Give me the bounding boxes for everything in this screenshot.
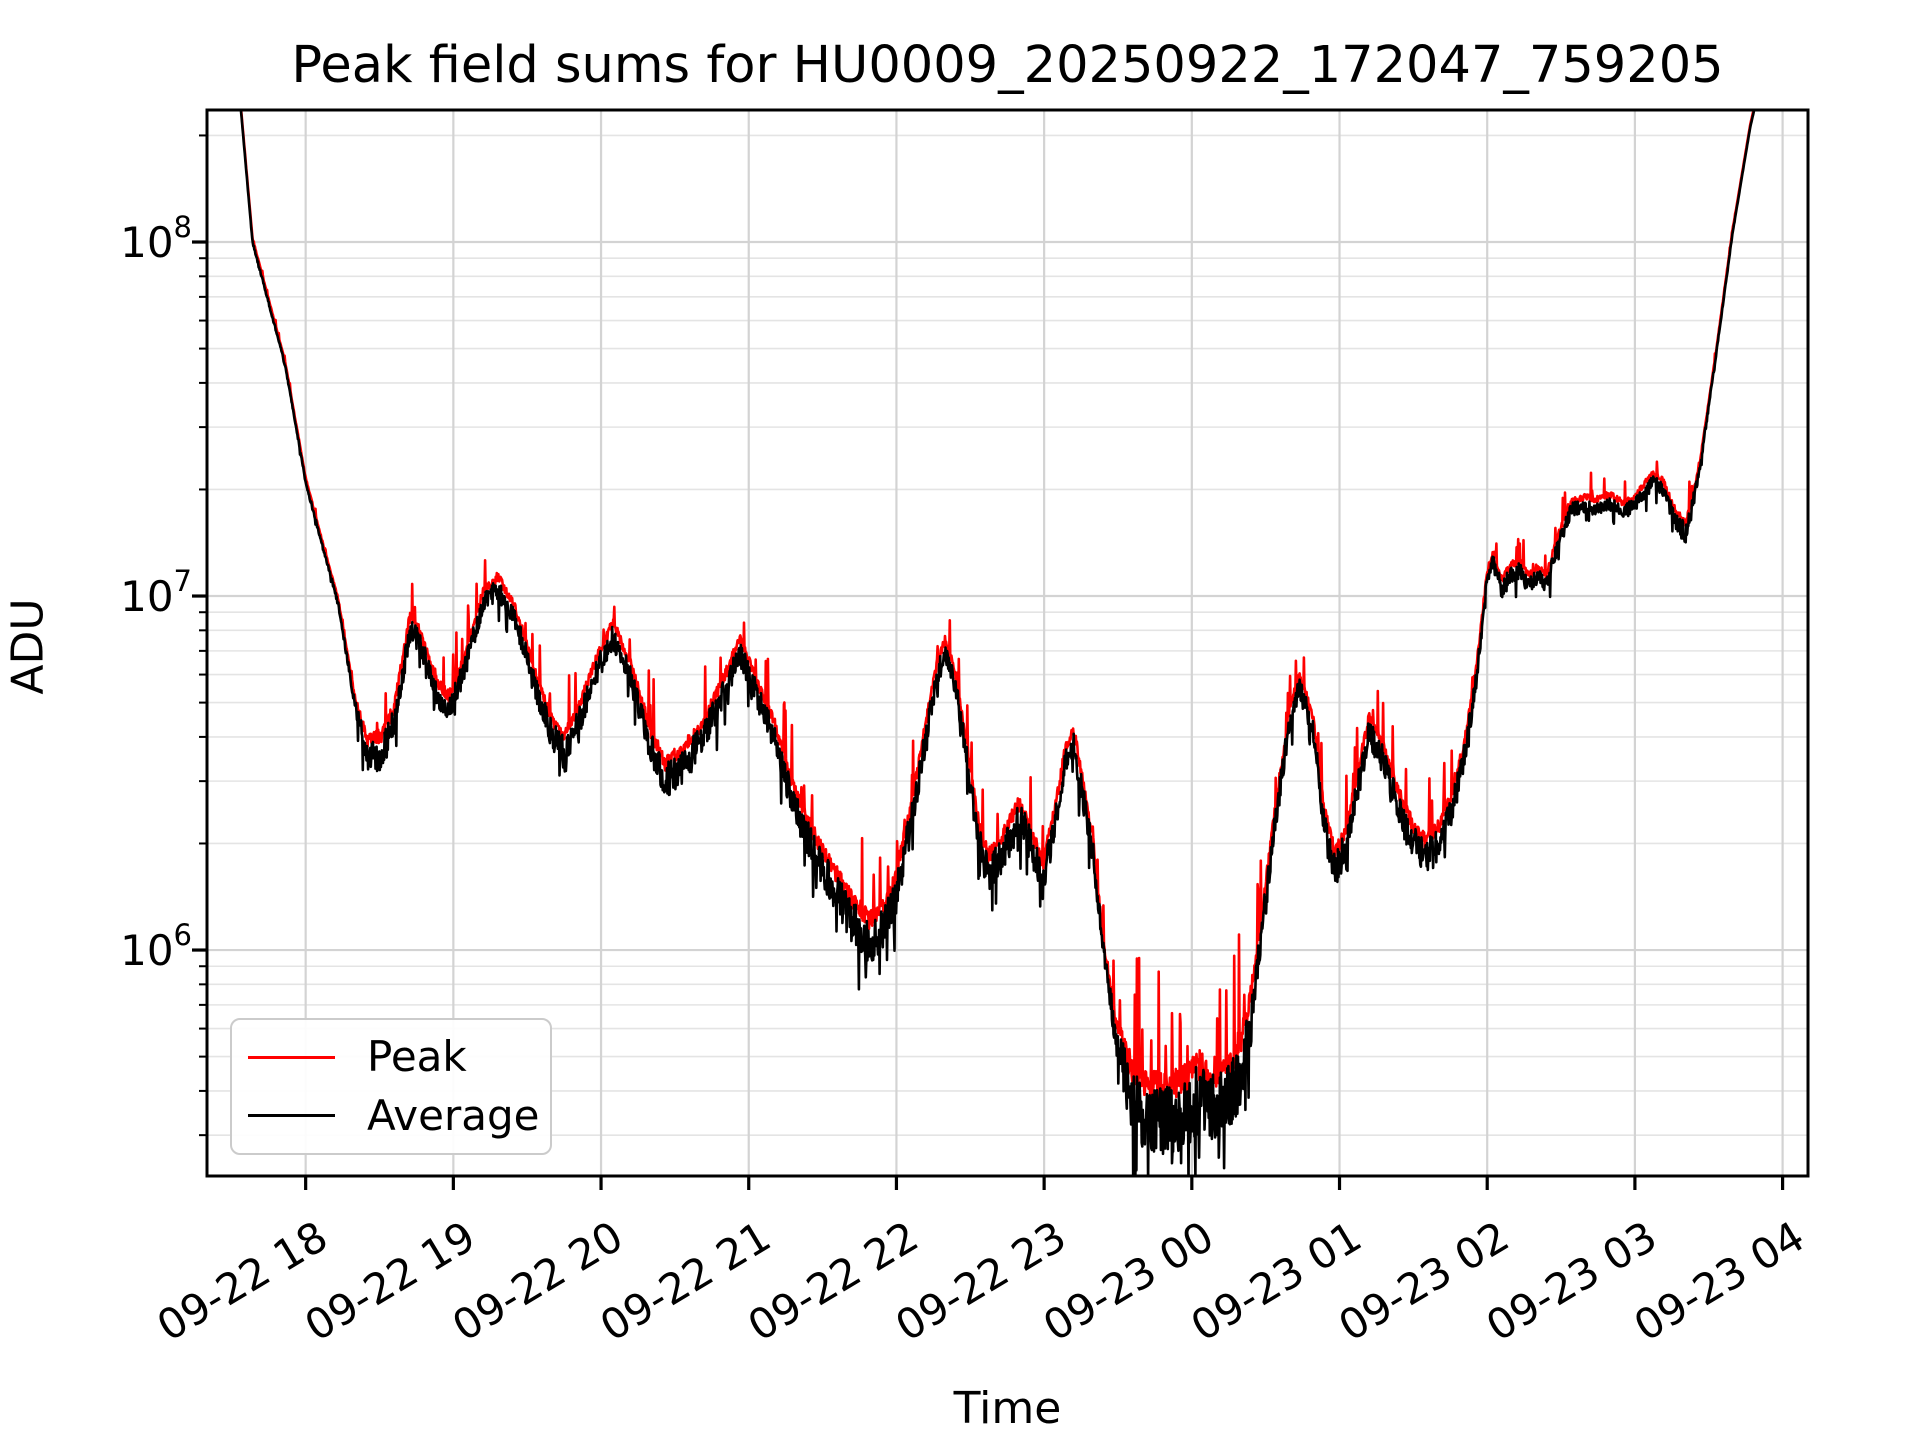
y-tick-label: 106 — [120, 918, 192, 975]
x-tick-label: 09-23 00 — [1035, 1212, 1222, 1351]
legend-item-peak: Peak — [248, 1036, 550, 1078]
legend-label-peak: Peak — [367, 1032, 467, 1082]
x-tick-label: 09-23 02 — [1330, 1212, 1517, 1351]
legend-item-average: Average — [248, 1090, 550, 1140]
plot-border — [205, 108, 1810, 1178]
x-axis-label: Time — [953, 1383, 1062, 1434]
x-tick-label: 09-22 23 — [887, 1212, 1074, 1351]
x-tick-label: 09-22 18 — [149, 1212, 336, 1351]
x-tick-label: 09-22 20 — [444, 1212, 631, 1351]
average-line-sample — [248, 1114, 335, 1118]
x-tick-label: 09-23 03 — [1478, 1212, 1665, 1351]
legend: Peak Average — [230, 1018, 552, 1155]
peak-line-sample — [248, 1055, 335, 1059]
x-tick-label: 09-22 19 — [296, 1212, 483, 1351]
x-tick-label: 09-23 04 — [1626, 1212, 1813, 1351]
average-series-line — [239, 110, 1756, 1176]
x-tick-label: 09-22 21 — [592, 1212, 779, 1351]
y-tick-label: 108 — [120, 210, 192, 267]
x-tick-label: 09-23 01 — [1183, 1212, 1370, 1351]
y-axis-label: ADU — [2, 598, 54, 695]
peak-series-line — [239, 110, 1755, 1104]
chart-title: Peak field sums for HU0009_20250922_1720… — [291, 36, 1724, 95]
y-tick-label: 107 — [120, 564, 192, 621]
x-tick-label: 09-22 22 — [739, 1212, 926, 1351]
legend-label-average: Average — [367, 1090, 540, 1140]
